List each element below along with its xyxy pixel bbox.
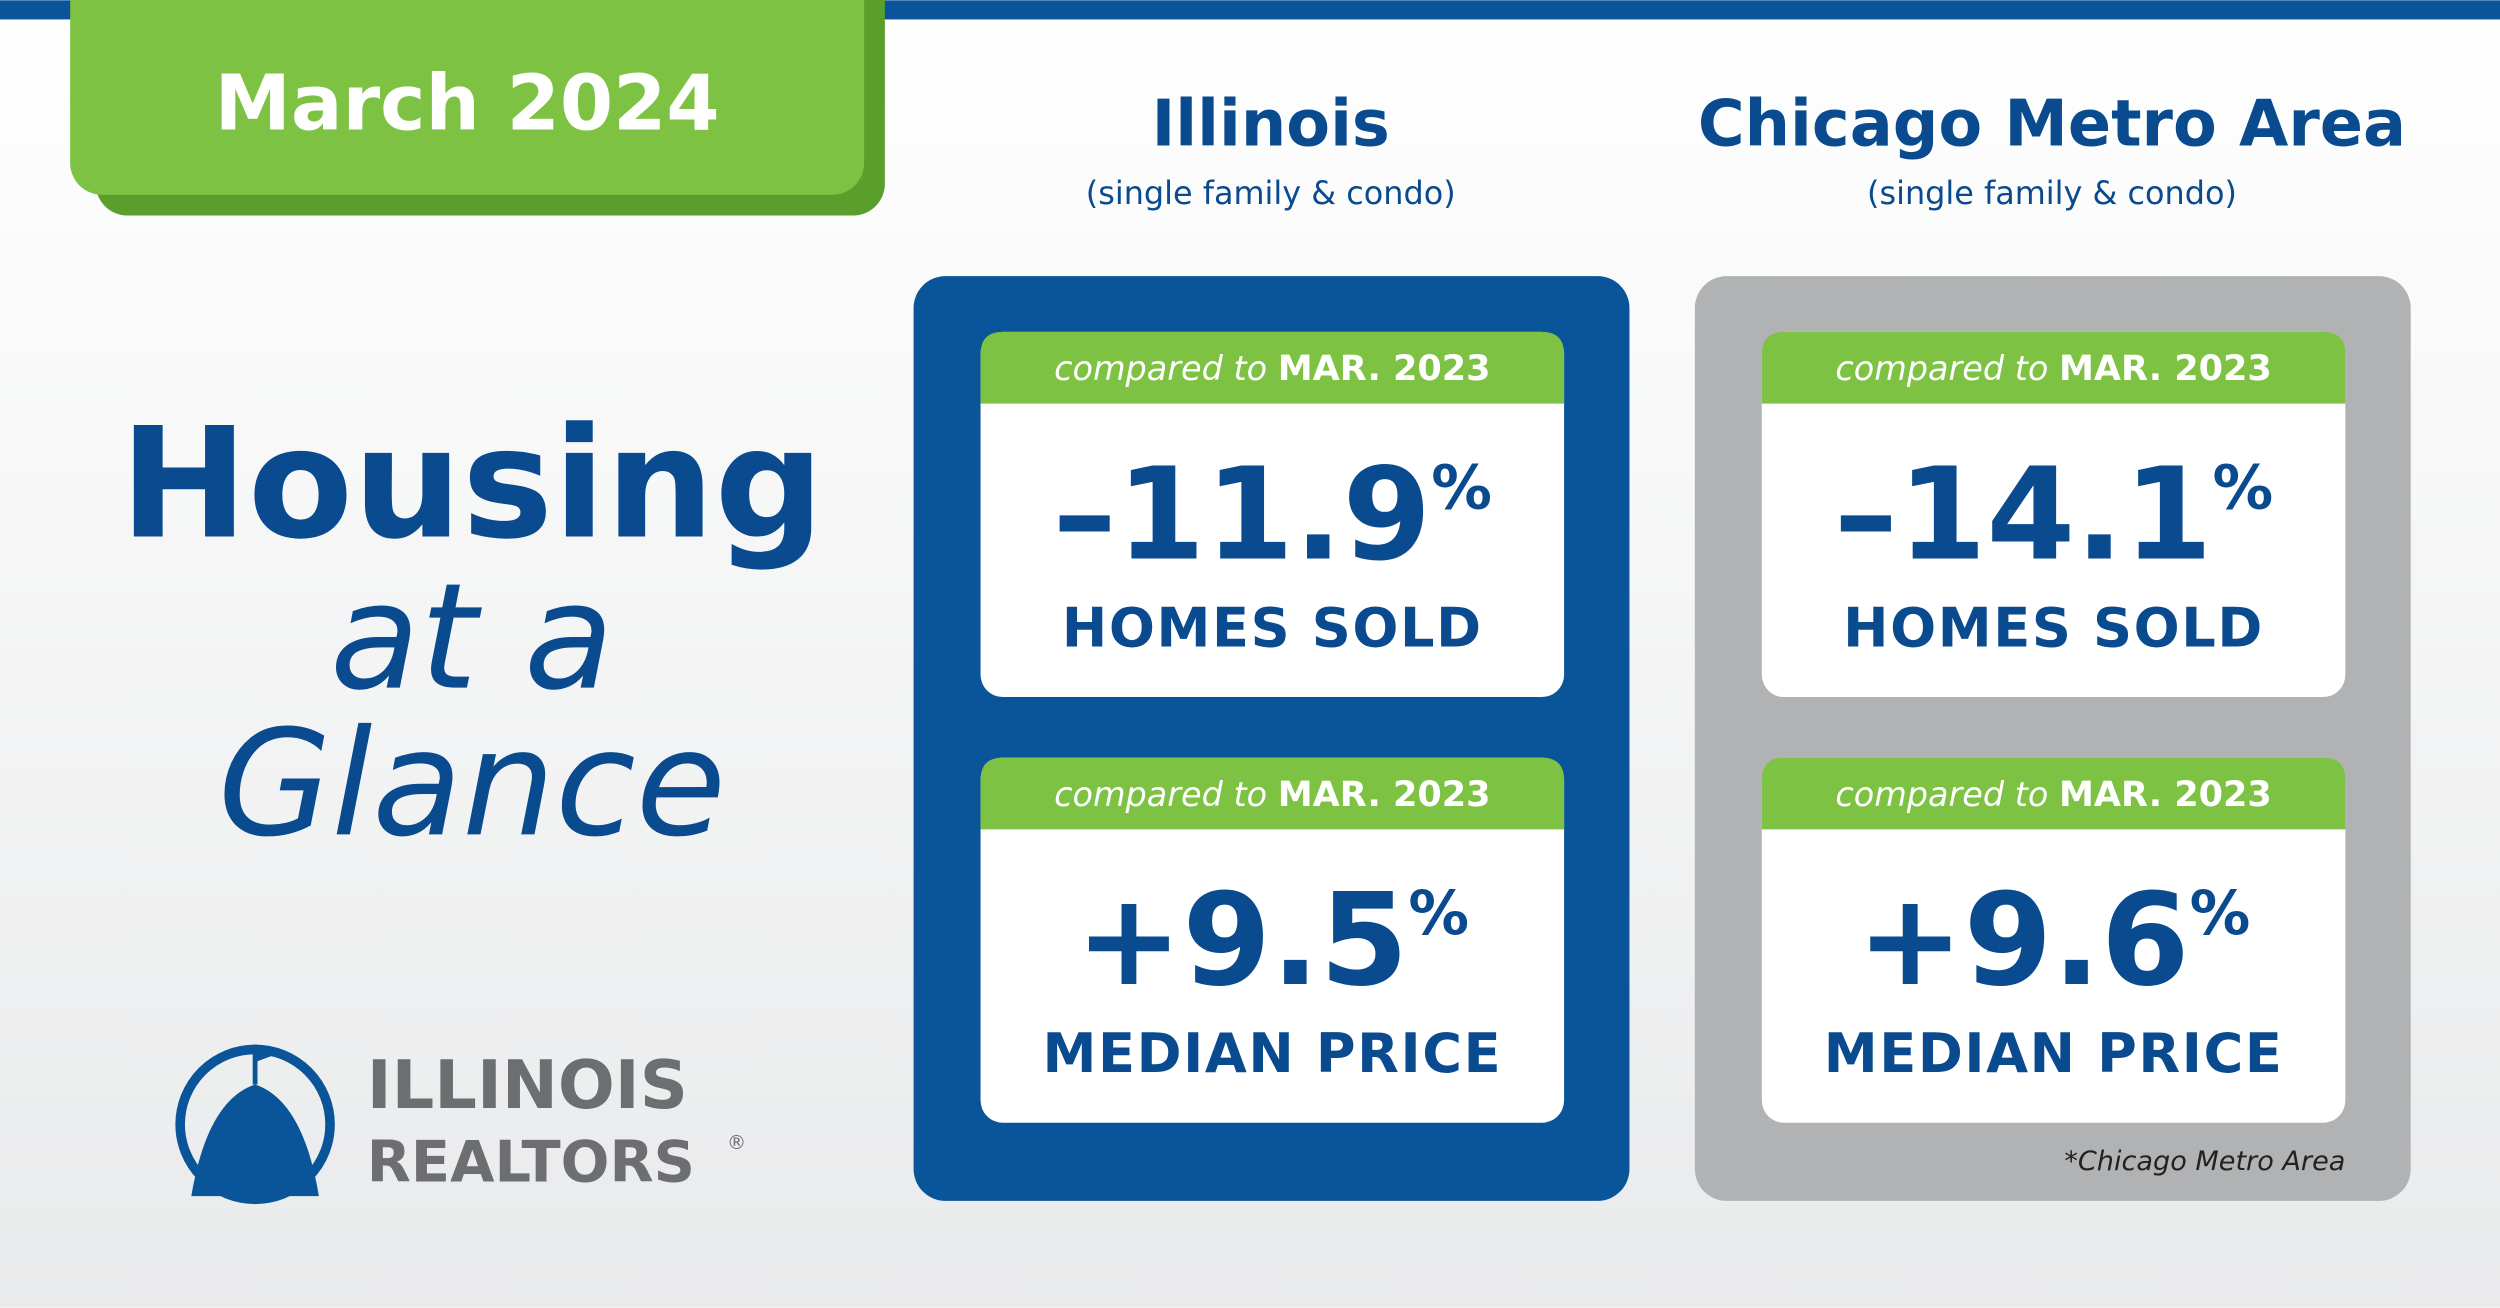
stat-value: +9.6 bbox=[1857, 867, 2190, 1015]
panel-subtitle: (single family & condo) bbox=[1086, 174, 1456, 212]
footnote: *Chicago Metro Area bbox=[2064, 1146, 2345, 1177]
stat-unit: % bbox=[1431, 453, 1492, 523]
card-header bbox=[980, 331, 1565, 404]
logo-text: ILLINOIS bbox=[367, 1046, 688, 1124]
logo-mark: ® bbox=[727, 1131, 746, 1154]
compared-prefix: compared to bbox=[1835, 774, 2048, 813]
compared-period: MAR. 2023 bbox=[2059, 348, 2272, 389]
card bbox=[1761, 331, 2346, 698]
compared-period: MAR. 2023 bbox=[2059, 774, 2272, 815]
headline: Housing at a Glance bbox=[120, 396, 824, 870]
stat-label: MEDIAN PRICE bbox=[1824, 1022, 2284, 1085]
stat-unit: % bbox=[2190, 879, 2251, 949]
panel-title: Illinois bbox=[1152, 87, 1390, 161]
panel-subtitle: (single family & condo) bbox=[1867, 174, 2237, 212]
logo: ILLINOIS REALTORS ® bbox=[175, 1044, 746, 1205]
stat-label: HOMES SOLD bbox=[1062, 596, 1483, 659]
stat-unit: % bbox=[1408, 879, 1469, 949]
logo-flag bbox=[255, 1044, 281, 1063]
badge-text: March 2024 bbox=[215, 60, 720, 149]
compared-period: MAR. 2023 bbox=[1278, 348, 1491, 389]
stat: –11.9% bbox=[1053, 441, 1492, 589]
card-header-text: compared to MAR. 2023 bbox=[1835, 348, 2272, 389]
headline-line: Glance bbox=[218, 698, 726, 869]
card-header bbox=[980, 757, 1565, 830]
headline-line: Housing bbox=[120, 396, 824, 574]
card bbox=[980, 331, 1565, 698]
compared-period: MAR. 2023 bbox=[1278, 774, 1491, 815]
card bbox=[980, 757, 1565, 1123]
stat-label: HOMES SOLD bbox=[1843, 596, 2264, 659]
card-header bbox=[1761, 757, 2346, 830]
stat-label: MEDIAN PRICE bbox=[1042, 1022, 1502, 1085]
stat-value: –14.1 bbox=[1834, 441, 2212, 589]
panel-title: Chicago Metro Area bbox=[1698, 87, 2406, 161]
logo-text: REALTORS bbox=[367, 1128, 695, 1195]
compared-prefix: compared to bbox=[1835, 349, 2048, 388]
card-header-text: compared to MAR. 2023 bbox=[1835, 774, 2272, 815]
headline-line: at a bbox=[330, 552, 614, 723]
logo-dome bbox=[191, 1084, 319, 1197]
compared-prefix: compared to bbox=[1054, 349, 1267, 388]
stat-value: +9.5 bbox=[1076, 867, 1409, 1015]
compared-prefix: compared to bbox=[1054, 774, 1267, 813]
card-header bbox=[1761, 331, 2346, 404]
card-header-text: compared to MAR. 2023 bbox=[1054, 348, 1491, 389]
stat: +9.5% bbox=[1076, 867, 1470, 1015]
stat: +9.6% bbox=[1857, 867, 2251, 1015]
badge bbox=[70, 0, 865, 195]
stat-value: –11.9 bbox=[1053, 441, 1431, 589]
stat: –14.1% bbox=[1834, 441, 2273, 589]
card-header-text: compared to MAR. 2023 bbox=[1054, 774, 1491, 815]
card bbox=[1761, 757, 2346, 1123]
stat-unit: % bbox=[2212, 453, 2273, 523]
